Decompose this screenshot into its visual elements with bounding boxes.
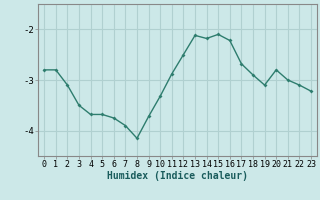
X-axis label: Humidex (Indice chaleur): Humidex (Indice chaleur) (107, 171, 248, 181)
